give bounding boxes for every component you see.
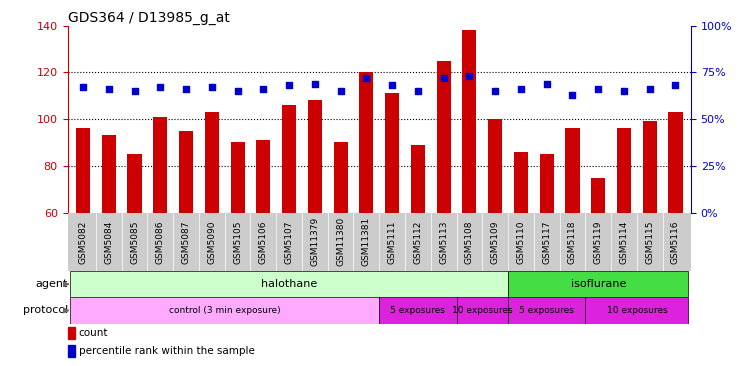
Bar xyxy=(128,154,142,213)
Point xyxy=(412,88,424,94)
Point xyxy=(386,82,398,88)
Text: 5 exposures: 5 exposures xyxy=(519,306,574,315)
Point xyxy=(103,86,115,92)
Text: GSM5107: GSM5107 xyxy=(285,220,294,264)
Text: GSM5106: GSM5106 xyxy=(259,220,268,264)
Text: GSM5105: GSM5105 xyxy=(233,220,242,264)
Point xyxy=(489,88,501,94)
Bar xyxy=(514,152,528,213)
Text: GSM5114: GSM5114 xyxy=(620,220,629,264)
Text: GSM5117: GSM5117 xyxy=(542,220,551,264)
Bar xyxy=(488,119,502,213)
Bar xyxy=(379,297,457,324)
Text: GSM5086: GSM5086 xyxy=(155,220,164,264)
Point xyxy=(593,86,605,92)
Text: GSM5085: GSM5085 xyxy=(130,220,139,264)
Text: GSM11379: GSM11379 xyxy=(310,217,319,266)
Point xyxy=(335,88,347,94)
Bar xyxy=(256,140,270,213)
Point xyxy=(669,82,681,88)
Bar xyxy=(385,93,400,213)
Bar xyxy=(668,112,683,213)
Text: GSM5112: GSM5112 xyxy=(413,220,422,264)
Bar xyxy=(179,131,193,213)
Text: GSM5084: GSM5084 xyxy=(104,220,113,264)
Point xyxy=(258,86,270,92)
Point xyxy=(360,75,372,81)
Text: GSM5082: GSM5082 xyxy=(79,220,88,264)
Point xyxy=(309,81,321,86)
Bar xyxy=(76,128,90,213)
Point xyxy=(283,82,295,88)
Bar xyxy=(68,345,75,357)
Bar xyxy=(282,105,296,213)
Bar xyxy=(643,122,657,213)
Bar xyxy=(411,145,425,213)
Bar xyxy=(231,142,245,213)
Bar xyxy=(463,30,476,213)
Point xyxy=(541,81,553,86)
Text: GSM11380: GSM11380 xyxy=(336,217,345,266)
Point xyxy=(206,85,218,90)
Bar xyxy=(436,61,451,213)
Text: GSM5109: GSM5109 xyxy=(490,220,499,264)
Point xyxy=(515,86,527,92)
Point xyxy=(644,86,656,92)
Text: count: count xyxy=(79,328,108,339)
Point xyxy=(438,75,450,81)
Text: 10 exposures: 10 exposures xyxy=(607,306,667,315)
Text: 5 exposures: 5 exposures xyxy=(391,306,445,315)
Bar xyxy=(308,100,322,213)
Bar xyxy=(591,178,605,213)
Bar xyxy=(70,271,508,297)
Text: GSM5108: GSM5108 xyxy=(465,220,474,264)
Bar xyxy=(153,117,167,213)
Text: GSM5116: GSM5116 xyxy=(671,220,680,264)
Text: GSM5118: GSM5118 xyxy=(568,220,577,264)
Bar xyxy=(540,154,553,213)
Point xyxy=(128,88,140,94)
Point xyxy=(566,92,578,98)
Text: agent: agent xyxy=(36,279,68,289)
Text: halothane: halothane xyxy=(261,279,317,289)
Text: GSM5090: GSM5090 xyxy=(207,220,216,264)
Bar xyxy=(70,297,379,324)
Text: GSM5111: GSM5111 xyxy=(388,220,397,264)
Point xyxy=(463,73,475,79)
Text: control (3 min exposure): control (3 min exposure) xyxy=(169,306,281,315)
Text: GDS364 / D13985_g_at: GDS364 / D13985_g_at xyxy=(68,11,230,25)
Text: protocol: protocol xyxy=(23,306,68,315)
Bar xyxy=(333,142,348,213)
Bar xyxy=(508,271,689,297)
Text: GSM5115: GSM5115 xyxy=(645,220,654,264)
Bar xyxy=(101,135,116,213)
Text: GSM5113: GSM5113 xyxy=(439,220,448,264)
Point xyxy=(154,85,166,90)
Text: GSM11381: GSM11381 xyxy=(362,217,371,266)
Text: GSM5119: GSM5119 xyxy=(594,220,603,264)
Bar xyxy=(68,327,75,339)
Text: percentile rank within the sample: percentile rank within the sample xyxy=(79,346,255,356)
Bar xyxy=(205,112,219,213)
Bar xyxy=(359,72,373,213)
Point xyxy=(180,86,192,92)
Point xyxy=(231,88,243,94)
Text: GSM5087: GSM5087 xyxy=(182,220,191,264)
Point xyxy=(77,85,89,90)
Text: GSM5110: GSM5110 xyxy=(517,220,526,264)
Text: 10 exposures: 10 exposures xyxy=(452,306,513,315)
Bar xyxy=(566,128,580,213)
Bar xyxy=(457,297,508,324)
Point xyxy=(618,88,630,94)
Bar xyxy=(508,297,585,324)
Bar xyxy=(617,128,631,213)
Bar xyxy=(585,297,689,324)
Text: isoflurane: isoflurane xyxy=(571,279,626,289)
